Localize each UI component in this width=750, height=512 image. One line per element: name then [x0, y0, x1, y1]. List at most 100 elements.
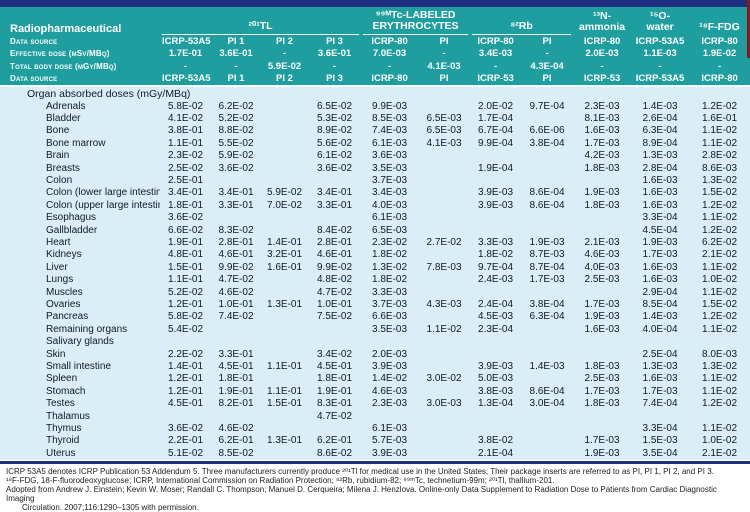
dose-value-cell	[261, 175, 308, 187]
table-row: Bone 3.8E-01 8.8E-02 8.9E-02 7.4E-03 6.5E-03 6…	[0, 125, 750, 137]
dose-value-cell	[211, 324, 261, 336]
dose-value-cell: 1.2E-02	[702, 199, 738, 211]
dose-value-cell: 5.5E-02	[218, 137, 254, 149]
header-value-cell: -	[600, 60, 604, 72]
dose-value-cell: 1.6E-03	[642, 274, 678, 286]
dose-value-cell: 2.0E-03	[372, 348, 408, 360]
isotope-group-header: ¹⁵O-water	[646, 10, 674, 33]
dose-value-cell: 1.2E-02	[702, 398, 738, 410]
dose-value-cell	[418, 274, 470, 286]
organ-label: Bone marrow	[46, 137, 106, 149]
table-row: Spleen 1.2E-01 1.8E-01 1.8E-01 1.4E-02 3.0E-0…	[0, 373, 750, 385]
organ-label: Thalamus	[46, 410, 90, 422]
dose-value-cell: 1.6E-03	[642, 373, 678, 385]
dose-value-cell: 6.5E-03	[426, 112, 462, 124]
dose-value-cell: 4.5E-03	[478, 311, 514, 323]
dose-value-cell: 3.7E-03	[372, 174, 408, 186]
dose-value-cell: 5.3E-02	[317, 112, 353, 124]
dose-value-cell: 1.8E-01	[167, 199, 204, 211]
dose-value-cell: 1.1E-01	[266, 361, 303, 373]
dose-value-cell: 7.4E-04	[642, 398, 678, 410]
header-row-label: Total body dose (mGy/MBq)	[10, 61, 117, 71]
dose-value-cell: 8.6E-04	[529, 199, 565, 211]
dose-value-cell: 1.5E-02	[702, 187, 738, 199]
dose-value-cell: 4.6E-02	[218, 423, 254, 435]
isotope-group-header: ⁸²Rb	[470, 7, 573, 35]
dose-value-cell	[261, 101, 308, 113]
dose-value-cell: 8.3E-01	[317, 398, 353, 410]
dose-value-cell: 1.5E-01	[266, 398, 303, 410]
dose-value-cell	[573, 212, 631, 224]
dose-value-cell	[573, 175, 631, 187]
dose-value-cell	[361, 411, 418, 423]
header-value-cell: ICRP-53A5	[162, 35, 211, 47]
dose-value-cell	[573, 287, 631, 299]
dose-value-cell: 3.5E-04	[642, 447, 678, 459]
table-row: Colon 2.5E-01 3.7E-03 1.6E-03 1.3E-02	[0, 175, 750, 187]
dose-value-cell: 3.7E-03	[372, 299, 408, 310]
organ-label: Brain	[46, 150, 70, 162]
dose-value-cell	[308, 212, 361, 224]
dose-value-cell: 1.8E-02	[372, 274, 408, 286]
dose-value-cell: 2.3E-03	[584, 100, 620, 112]
dose-value-cell: 8.6E-02	[317, 447, 353, 459]
organ-label: Bladder	[46, 112, 81, 124]
dose-value-cell: 5.9E-02	[266, 187, 303, 199]
dose-value-cell	[261, 448, 308, 460]
header-value-cell: ICRP-80	[701, 72, 738, 84]
table-row: Esophagus 3.6E-02 6.1E-03 3.3E-04 1.1E-02	[0, 212, 750, 224]
dose-value-cell: 4.7E-02	[218, 274, 254, 286]
dose-value-cell: 2.3E-02	[372, 236, 408, 248]
dose-value-cell: 1.8E-03	[584, 361, 620, 373]
dose-value-cell: 1.4E-01	[167, 361, 204, 373]
table-row: Testes 4.5E-01 8.2E-01 1.5E-01 8.3E-01 2.3E-0…	[0, 398, 750, 410]
header-meta-row: Data source ICRP-53A5 PI 1 PI 2 PI 3 ICRP-80 P…	[0, 35, 750, 48]
dose-value-cell: 2.2E-01	[167, 435, 204, 447]
dose-value-cell	[521, 324, 573, 336]
dose-value-cell: 4.0E-03	[372, 199, 408, 211]
dose-value-cell: 2.3E-04	[478, 323, 514, 335]
dose-value-cell: 1.9E-03	[584, 447, 620, 459]
dose-value-cell: 1.9E-01	[218, 385, 254, 397]
table-row: Small intestine 1.4E-01 4.5E-01 1.1E-01 4.5E…	[0, 361, 750, 373]
organ-label: Testes	[46, 398, 75, 410]
dose-value-cell: 3.8E-01	[167, 125, 204, 137]
dose-value-cell	[160, 336, 211, 348]
dose-value-cell	[418, 163, 470, 175]
dose-value-cell: 4.1E-03	[426, 137, 462, 149]
dose-value-cell: 1.9E-03	[642, 236, 678, 248]
dose-value-cell: 4.0E-03	[584, 261, 620, 273]
dose-value-cell: 1.5E-02	[702, 299, 738, 310]
dose-value-cell: 3.9E-03	[478, 187, 514, 199]
table-row: Colon (upper large intestine) 1.8E-01 3.3E…	[0, 200, 750, 212]
dosimetry-table: Radiopharmaceutical ²⁰¹TL ⁹⁹ᴹTc-LABELED E…	[0, 7, 750, 461]
table-row: Uterus 5.1E-02 8.5E-02 8.6E-02 3.9E-03 2.1E-0…	[0, 448, 750, 460]
organ-label: Skin	[46, 348, 66, 360]
dose-value-cell: 3.4E-02	[317, 348, 353, 360]
dose-value-cell	[308, 423, 361, 435]
dose-value-cell: 1.6E-03	[642, 187, 678, 199]
dose-value-cell: 1.3E-03	[642, 150, 678, 162]
dose-value-cell	[521, 349, 573, 361]
dose-value-cell: 3.6E-02	[317, 162, 353, 174]
dose-value-cell: 1.9E-03	[584, 311, 620, 323]
header-value-cell: 5.9E-02	[267, 60, 302, 72]
header-value-cell: 3.6E-01	[317, 48, 352, 59]
organ-label: Lungs	[46, 274, 74, 286]
dose-value-cell: 1.7E-03	[584, 137, 620, 149]
header-value-cell: PI 1	[227, 35, 245, 47]
dose-value-cell	[631, 336, 689, 348]
organ-label: Gallbladder	[46, 224, 98, 236]
dose-value-cell	[470, 411, 521, 423]
dose-value-cell: 1.6E-03	[584, 323, 620, 335]
dose-value-cell	[521, 225, 573, 237]
dose-value-cell: 5.0E-03	[478, 373, 514, 385]
dose-value-cell: 1.9E-03	[529, 236, 565, 248]
dose-value-cell: 6.1E-03	[372, 137, 408, 149]
header-value-cell: ICRP-80	[701, 35, 738, 47]
dose-value-cell: 5.8E-02	[167, 100, 204, 112]
dose-value-cell: 4.7E-02	[317, 286, 353, 298]
organ-label: Colon	[46, 174, 73, 186]
dose-value-cell: 2.3E-03	[372, 398, 408, 410]
dose-value-cell: 6.2E-02	[218, 100, 254, 112]
